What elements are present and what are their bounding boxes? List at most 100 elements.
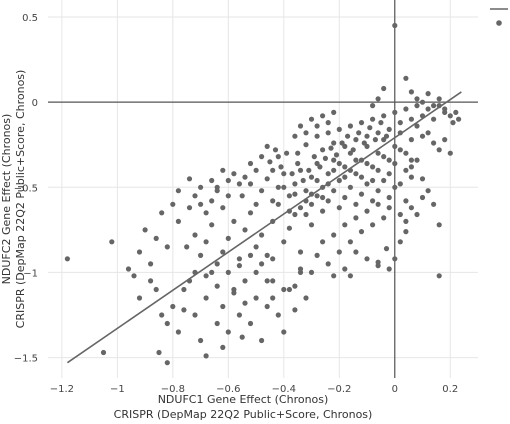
data-point [286, 193, 292, 199]
data-point [275, 201, 281, 207]
y-tick-label: −1 [23, 268, 38, 279]
data-point [336, 126, 342, 132]
x-tick-label: −1.2 [50, 384, 74, 395]
data-point [292, 307, 298, 313]
data-point [397, 211, 403, 218]
data-point [386, 126, 392, 132]
data-point [236, 263, 242, 269]
data-point [253, 201, 259, 207]
data-point [364, 208, 370, 214]
data-point [403, 198, 409, 204]
data-point [303, 188, 309, 194]
data-point [159, 210, 165, 216]
data-point [264, 278, 270, 284]
data-point [336, 205, 342, 211]
data-point [353, 137, 359, 143]
data-point [325, 120, 331, 126]
data-point [281, 329, 287, 335]
data-point [403, 106, 409, 112]
x-tick-label: −0.6 [216, 384, 240, 395]
x-tick-label: −1 [110, 384, 125, 395]
data-point [367, 125, 373, 131]
y-axis-subtitle: CRISPR (DepMap 22Q2 Public+Score, Chrono… [14, 70, 27, 329]
data-point [392, 160, 398, 167]
data-point [325, 130, 331, 136]
data-point [153, 286, 159, 293]
data-point [225, 177, 231, 184]
data-point [225, 269, 231, 275]
data-point [214, 283, 220, 289]
data-point [403, 150, 409, 156]
data-point [220, 344, 226, 350]
data-point [225, 235, 231, 241]
data-point [286, 225, 292, 231]
data-point [247, 210, 254, 216]
data-point [292, 211, 298, 218]
data-point [314, 123, 320, 129]
data-point [295, 160, 301, 167]
data-point [403, 229, 409, 235]
data-point [181, 307, 187, 313]
data-point [322, 155, 328, 161]
data-point [231, 218, 237, 224]
data-point [431, 201, 437, 207]
data-point [419, 99, 426, 105]
data-point [175, 188, 181, 194]
data-point [325, 171, 331, 177]
data-point [431, 103, 437, 109]
data-point [408, 205, 414, 211]
data-point [198, 337, 204, 344]
data-point [242, 300, 248, 306]
data-point [186, 176, 193, 182]
data-point [358, 191, 365, 197]
data-point [414, 96, 420, 102]
data-point [347, 273, 353, 279]
data-point [403, 167, 409, 173]
data-point [331, 140, 337, 146]
data-point [408, 164, 414, 170]
data-point [253, 269, 259, 275]
data-point [236, 256, 242, 262]
data-point [425, 188, 431, 194]
data-point [345, 133, 351, 139]
data-point [278, 164, 284, 170]
data-point [164, 244, 170, 250]
data-point [292, 181, 298, 187]
data-point [286, 286, 292, 293]
data-point [447, 150, 453, 156]
data-point [320, 239, 326, 245]
data-point [270, 256, 276, 262]
data-point [220, 167, 226, 173]
data-point [386, 266, 392, 272]
data-point [239, 334, 245, 340]
data-point [259, 188, 265, 194]
y-tick-label: 0.5 [22, 13, 38, 24]
data-point [386, 205, 392, 211]
data-point [170, 201, 176, 207]
y-tick-label: −1.5 [14, 354, 38, 365]
data-point [175, 329, 181, 335]
data-point [419, 133, 426, 139]
data-point [220, 249, 226, 255]
data-point [392, 184, 398, 190]
data-point [272, 147, 279, 153]
data-point [203, 239, 209, 245]
data-point [264, 252, 270, 258]
data-point [414, 157, 420, 163]
data-point [414, 123, 420, 129]
data-point [403, 218, 409, 224]
data-point [353, 157, 359, 163]
data-point [436, 147, 442, 153]
regression-line [66, 91, 462, 364]
data-point [442, 137, 448, 143]
data-point [336, 160, 342, 167]
data-point [303, 295, 309, 301]
data-point [242, 174, 248, 180]
data-point [375, 201, 381, 207]
data-point [214, 188, 220, 194]
data-point [247, 160, 254, 167]
data-point [308, 174, 315, 180]
data-point [408, 116, 414, 122]
data-point [270, 198, 276, 204]
